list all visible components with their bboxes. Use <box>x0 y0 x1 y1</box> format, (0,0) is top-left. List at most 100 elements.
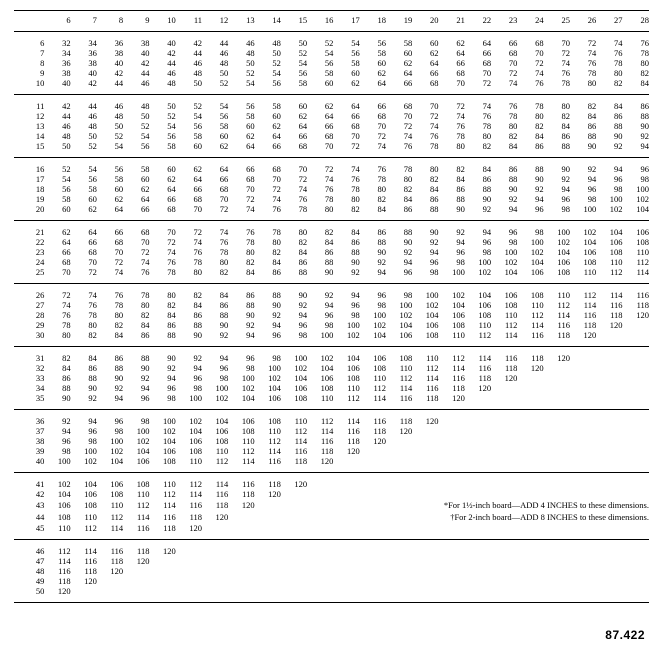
cell: 84 <box>465 164 491 174</box>
row-label: 21 <box>14 227 44 237</box>
cell: 74 <box>570 48 596 58</box>
cell: 114 <box>307 426 333 436</box>
cell: 64 <box>255 131 281 141</box>
cell: 118 <box>517 353 543 363</box>
cell: 66 <box>176 184 202 194</box>
cell: 64 <box>228 141 254 151</box>
cell: 108 <box>360 363 386 373</box>
cell: 108 <box>623 237 649 247</box>
cell: 104 <box>412 310 438 320</box>
cell: 84 <box>307 237 333 247</box>
cell: 82 <box>491 131 517 141</box>
cell: 120 <box>386 426 412 436</box>
cell: 104 <box>176 426 202 436</box>
row-label: 44 <box>14 511 44 523</box>
cell: 78 <box>149 267 175 277</box>
cell: 102 <box>544 237 570 247</box>
cell: 110 <box>176 456 202 466</box>
cell: 72 <box>465 78 491 88</box>
cell: 66 <box>44 247 70 257</box>
cell: 60 <box>202 131 228 141</box>
cell: 58 <box>71 184 97 194</box>
cell: 104 <box>228 393 254 403</box>
cell: 72 <box>386 121 412 131</box>
cell: 106 <box>97 479 123 489</box>
cell: 120 <box>44 586 70 596</box>
cell: 74 <box>412 121 438 131</box>
cell: 60 <box>123 174 149 184</box>
cell: 98 <box>465 247 491 257</box>
cell: 100 <box>255 363 281 373</box>
cell: 62 <box>307 101 333 111</box>
row-label: 45 <box>14 523 44 533</box>
col-header: 25 <box>544 13 570 27</box>
cell: 88 <box>386 227 412 237</box>
cell: 64 <box>360 78 386 88</box>
cell: 76 <box>255 204 281 214</box>
cell: 100 <box>570 204 596 214</box>
cell: 100 <box>123 426 149 436</box>
figure-number: 87.422 <box>605 628 645 642</box>
cell: 94 <box>71 416 97 426</box>
cell: 94 <box>491 204 517 214</box>
cell: 86 <box>123 330 149 340</box>
cell: 72 <box>149 237 175 247</box>
cell: 94 <box>281 310 307 320</box>
cell: 64 <box>97 204 123 214</box>
table-row: 1244464850525456586062646668707274767880… <box>14 111 649 121</box>
cell: 54 <box>44 174 70 184</box>
cell: 106 <box>491 290 517 300</box>
table-row: 8363840424446485052545658606264666870727… <box>14 58 649 68</box>
col-header: 9 <box>123 13 149 27</box>
cell: 112 <box>596 267 622 277</box>
cell: 106 <box>465 300 491 310</box>
cell: 94 <box>386 257 412 267</box>
cell: 86 <box>149 320 175 330</box>
cell: 78 <box>517 101 543 111</box>
cell: 66 <box>412 68 438 78</box>
cell: 78 <box>596 58 622 68</box>
cell: 68 <box>149 204 175 214</box>
cell: 100 <box>439 267 465 277</box>
cell: 80 <box>465 131 491 141</box>
cell: 58 <box>333 58 359 68</box>
cell: 66 <box>465 48 491 58</box>
table-row: 3080828486889092949698100102104106108110… <box>14 330 649 340</box>
cell: 54 <box>307 48 333 58</box>
cell: 72 <box>439 101 465 111</box>
cell: 114 <box>517 320 543 330</box>
cell: 66 <box>360 101 386 111</box>
cell: 100 <box>149 416 175 426</box>
cell: 52 <box>281 48 307 58</box>
cell: 78 <box>386 164 412 174</box>
cell: 78 <box>412 141 438 151</box>
cell: 36 <box>71 48 97 58</box>
cell: 68 <box>123 227 149 237</box>
cell: 56 <box>71 174 97 184</box>
cell: 110 <box>333 383 359 393</box>
cell: 116 <box>517 330 543 340</box>
cell: 44 <box>202 38 228 48</box>
cell: 82 <box>228 257 254 267</box>
col-header: 16 <box>307 13 333 27</box>
cell: 90 <box>149 353 175 363</box>
table-row: 1754565860626466687072747678808284868890… <box>14 174 649 184</box>
col-header: 26 <box>570 13 596 27</box>
cell: 98 <box>491 237 517 247</box>
col-header: 18 <box>360 13 386 27</box>
cell: 56 <box>176 121 202 131</box>
cell: 114 <box>491 330 517 340</box>
cell: 62 <box>202 141 228 151</box>
cell: 56 <box>333 48 359 58</box>
row-label: 40 <box>14 456 44 466</box>
cell: 66 <box>71 237 97 247</box>
cell: 92 <box>386 247 412 257</box>
footnote: *For 1½-inch board—ADD 4 INCHES to these… <box>255 499 649 511</box>
cell: 104 <box>386 320 412 330</box>
cell: 108 <box>517 290 543 300</box>
col-header: 19 <box>386 13 412 27</box>
cell: 100 <box>465 257 491 267</box>
cell: 112 <box>386 373 412 383</box>
cell: 80 <box>176 267 202 277</box>
cell: 92 <box>97 383 123 393</box>
